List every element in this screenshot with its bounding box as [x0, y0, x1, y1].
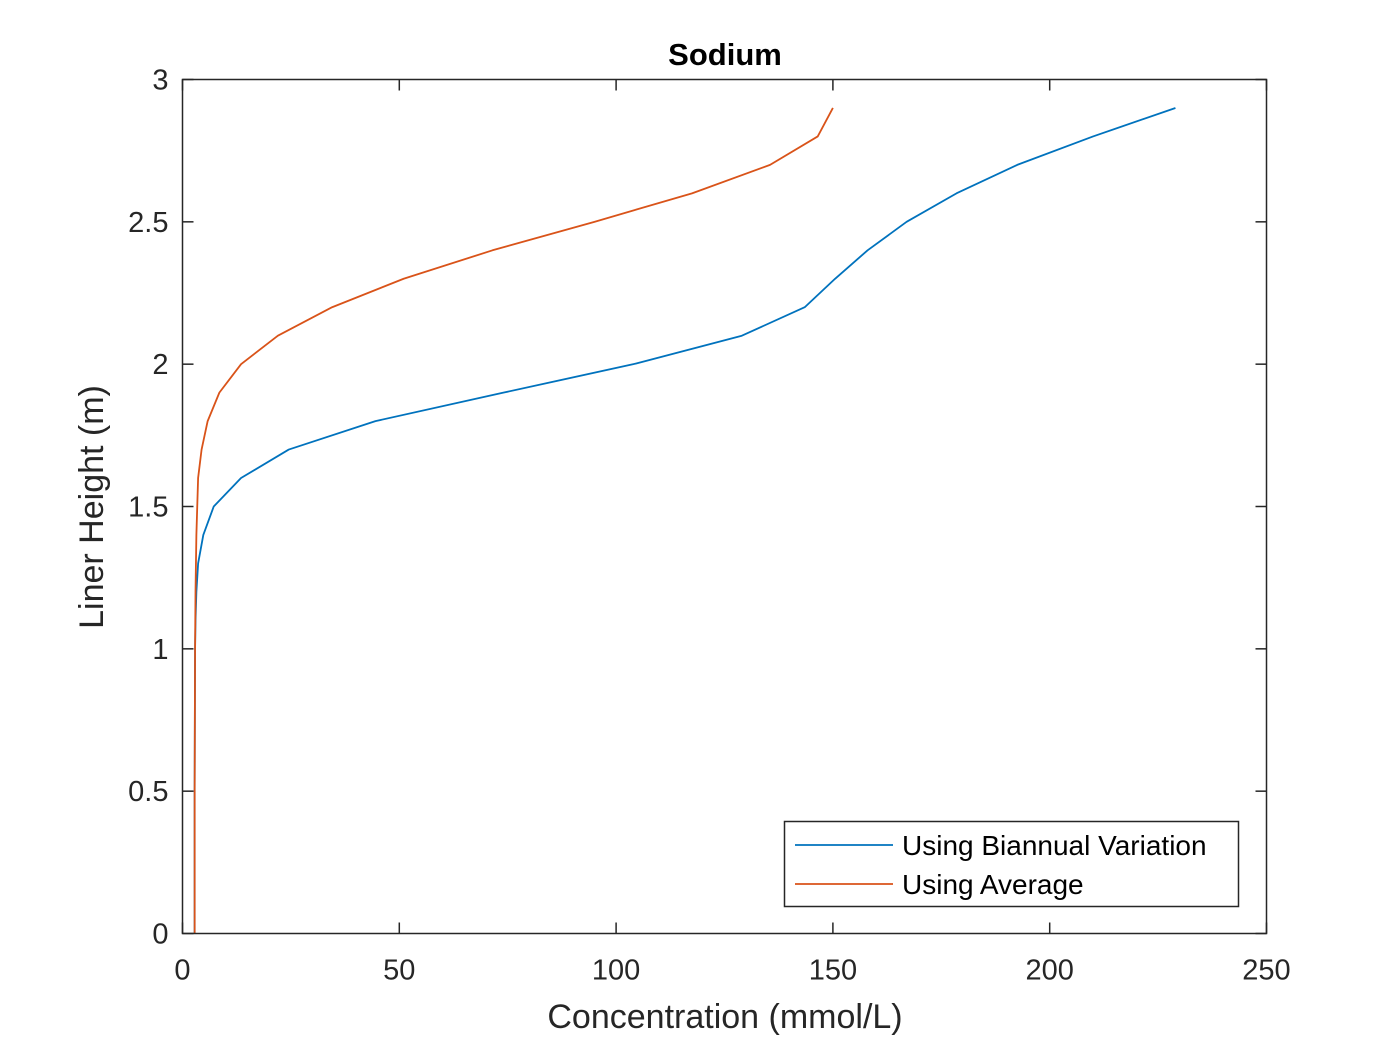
legend-label-biannual: Using Biannual Variation	[902, 830, 1207, 861]
x-tick-label: 50	[383, 955, 415, 987]
series-line-biannual-variation	[193, 107, 1176, 934]
y-tick-label: 0	[152, 919, 168, 951]
y-tick-label: 0.5	[128, 776, 168, 808]
x-tick-label: 250	[1242, 955, 1290, 987]
legend-box	[783, 820, 1240, 908]
y-tick-label: 1	[152, 634, 168, 666]
y-tick-label: 2.5	[128, 207, 168, 239]
x-tick-label: 100	[592, 955, 640, 987]
y-tick-label: 3	[152, 65, 168, 97]
y-tick-label: 1.5	[128, 492, 168, 524]
y-axis-label: Liner Height (m)	[73, 385, 111, 629]
legend: Using Biannual Variation Using Average	[783, 820, 1240, 908]
x-tick-label: 200	[1026, 955, 1074, 987]
chart-title: Sodium	[668, 37, 782, 72]
x-axis-label: Concentration (mmol/L)	[547, 998, 902, 1036]
y-tick-label: 2	[152, 349, 168, 381]
x-tick-label: 150	[809, 955, 857, 987]
series-layer	[193, 107, 1176, 934]
series-line-average	[193, 107, 834, 934]
ticks-layer: 0 50 100 150 200 250 0 0.5 1 1.5 2 2.5 3	[128, 65, 1291, 987]
x-tick-label: 0	[174, 955, 190, 987]
legend-label-average: Using Average	[902, 869, 1084, 900]
axes-box	[181, 78, 1268, 935]
